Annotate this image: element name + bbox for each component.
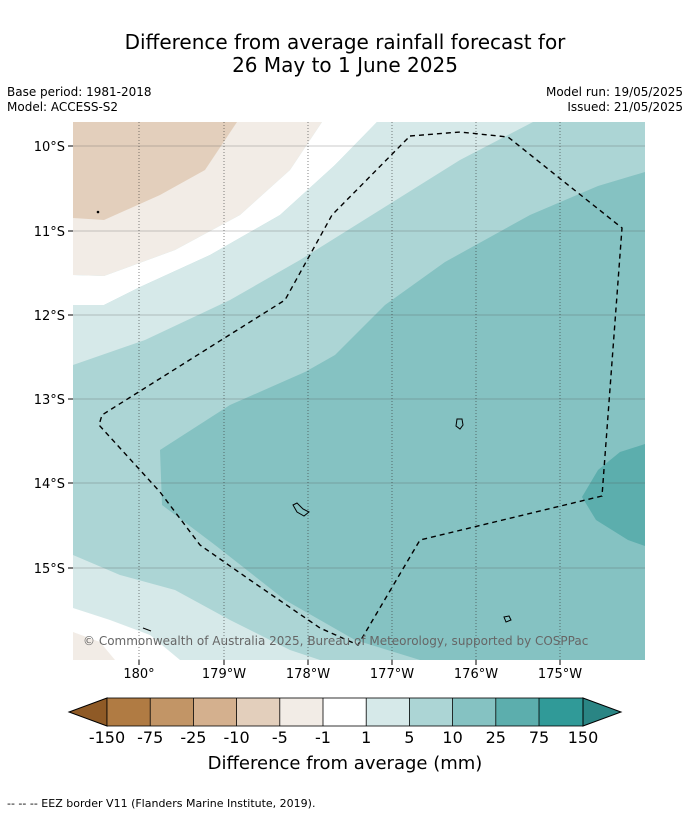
colorbar-segment	[107, 698, 151, 726]
colorbar-segment	[279, 698, 323, 726]
colorbar-label: 1	[361, 728, 371, 747]
colorbar-left-extend	[67, 697, 108, 727]
eez-border	[98, 131, 623, 646]
colorbar-segment	[150, 698, 194, 726]
island-northwest	[96, 210, 100, 214]
fill-25-to-75	[582, 444, 645, 546]
colorbar-title: Difference from average (mm)	[207, 753, 483, 774]
colorbar-segment	[366, 698, 410, 726]
lat-axis: 10°S 11°S 12°S 13°S 14°S 15°S	[34, 140, 73, 577]
lat-label: 15°S	[34, 562, 65, 577]
island-east	[455, 418, 464, 430]
colorbar: -150 -75 -25 -10 -5 -1 1 5 10 25 75 150	[67, 697, 623, 747]
lat-label: 14°S	[34, 477, 65, 492]
contour-fills	[73, 122, 645, 660]
colorbar-label: 25	[486, 728, 506, 747]
colorbar-label: -75	[137, 728, 163, 747]
lat-label: 11°S	[34, 225, 65, 240]
colorbar-segment	[193, 698, 237, 726]
lat-label: 12°S	[34, 309, 65, 324]
rainfall-map: © Commonwealth of Australia 2025, Bureau…	[34, 122, 645, 747]
fill-minus1-to-1	[73, 122, 377, 305]
island-south	[503, 615, 512, 623]
eez-legend-footnote: -- -- -- EEZ border V11 (Flanders Marine…	[7, 797, 316, 810]
title-line-1: Difference from average rainfall forecas…	[124, 30, 566, 54]
colorbar-label: 75	[529, 728, 549, 747]
fill-10-to-25	[160, 172, 645, 660]
colorbar-label: -5	[272, 728, 288, 747]
lon-label: 179°W	[202, 667, 246, 682]
colorbar-segment	[323, 698, 367, 726]
colorbar-label: 5	[404, 728, 414, 747]
lat-label: 13°S	[34, 393, 65, 408]
lon-label: 176°W	[454, 667, 498, 682]
islands	[96, 210, 512, 632]
lon-label: 178°W	[286, 667, 330, 682]
colorbar-segment	[452, 698, 496, 726]
colorbar-segment	[236, 698, 280, 726]
island-central	[292, 502, 310, 517]
colorbar-right-extend	[582, 697, 623, 727]
meta-right: Model run: 19/05/2025 Issued: 21/05/2025	[546, 85, 683, 115]
lat-label: 10°S	[34, 140, 65, 155]
fill-1-to-5	[73, 122, 533, 365]
colorbar-segment	[409, 698, 453, 726]
colorbar-label: 150	[568, 728, 599, 747]
lon-axis: 180° 179°W 178°W 177°W 176°W 175°W	[123, 660, 582, 682]
colorbar-segment	[539, 698, 583, 726]
lon-label: 180°	[123, 667, 154, 682]
issued-date: Issued: 21/05/2025	[567, 100, 683, 114]
lon-label: 177°W	[370, 667, 414, 682]
colorbar-label: -150	[89, 728, 125, 747]
colorbar-label: 10	[442, 728, 462, 747]
colorbar-label: -25	[180, 728, 206, 747]
copyright-text: © Commonwealth of Australia 2025, Bureau…	[83, 634, 588, 648]
model-name: Model: ACCESS-S2	[7, 100, 119, 114]
colorbar-segment	[495, 698, 539, 726]
meta-left: Base period: 1981-2018 Model: ACCESS-S2	[7, 85, 152, 115]
base-period: Base period: 1981-2018	[7, 85, 152, 99]
title-line-2: 26 May to 1 June 2025	[232, 53, 458, 77]
colorbar-label: -10	[224, 728, 250, 747]
lon-label: 175°W	[538, 667, 582, 682]
island-southwest	[142, 627, 152, 632]
gridlines	[73, 122, 645, 660]
map-title: Difference from average rainfall forecas…	[0, 31, 690, 77]
fill-minus10-to-minus5	[73, 122, 237, 220]
fill-minus5-south	[73, 632, 115, 660]
colorbar-label: -1	[315, 728, 331, 747]
model-run: Model run: 19/05/2025	[545, 85, 683, 99]
